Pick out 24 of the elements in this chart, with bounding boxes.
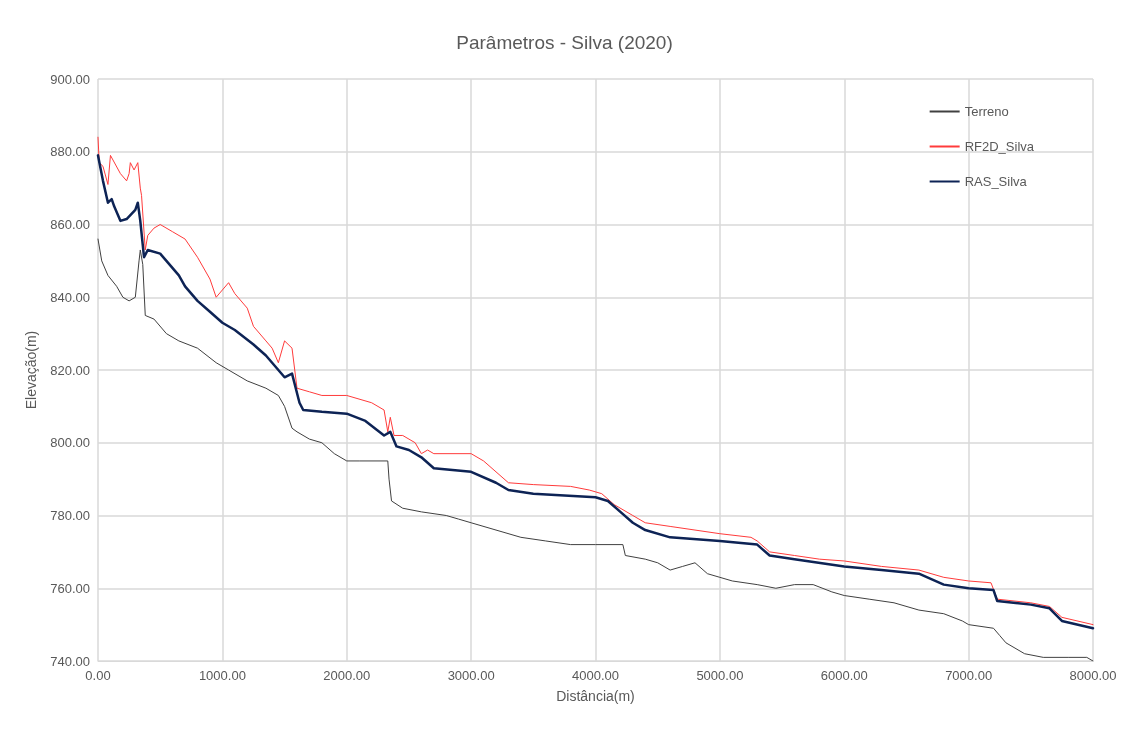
y-tick-label: 780.00 xyxy=(50,508,90,523)
y-tick-label: 760.00 xyxy=(50,580,90,596)
x-tick-label: 4000.00 xyxy=(572,668,619,683)
y-tick-label: 820.00 xyxy=(50,362,90,378)
x-tick-label: 5000.00 xyxy=(696,668,744,683)
legend-label: Terreno xyxy=(964,104,1009,119)
y-tick-label: 800.00 xyxy=(50,435,90,451)
x-tick-label: 6000.00 xyxy=(820,668,868,683)
y-tick-label: 740.00 xyxy=(50,653,90,669)
legend-label: RAS_Silva xyxy=(964,174,1028,189)
x-tick-label: 1000.00 xyxy=(198,668,246,683)
y-axis-title: Elevação(m) xyxy=(23,330,39,410)
chart-title: Parâmetros - Silva (2020) xyxy=(456,32,673,53)
y-tick-label: 900.00 xyxy=(50,71,90,87)
x-tick-label: 8000.00 xyxy=(1069,668,1117,683)
y-tick-label: 860.00 xyxy=(50,217,90,232)
x-tick-label: 2000.00 xyxy=(323,668,371,683)
legend-label: RF2D_Silva xyxy=(964,139,1035,154)
y-tick-label: 880.00 xyxy=(50,144,90,160)
x-tick-label: 0.00 xyxy=(85,668,111,683)
x-axis-title: Distância(m) xyxy=(556,688,635,704)
x-tick-label: 7000.00 xyxy=(945,668,993,683)
x-tick-label: 3000.00 xyxy=(447,668,495,683)
y-tick-label: 840.00 xyxy=(50,289,90,305)
